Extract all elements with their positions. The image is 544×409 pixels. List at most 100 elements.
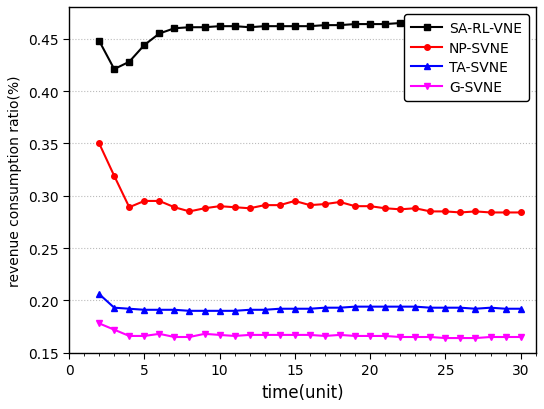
SA-RL-VNE bbox=[276, 25, 283, 29]
SA-RL-VNE bbox=[126, 60, 133, 65]
SA-RL-VNE bbox=[262, 25, 268, 29]
TA-SVNE bbox=[472, 306, 479, 311]
SA-RL-VNE bbox=[352, 22, 358, 27]
TA-SVNE bbox=[457, 306, 463, 310]
TA-SVNE bbox=[231, 309, 238, 314]
G-SVNE bbox=[307, 333, 313, 337]
Legend: SA-RL-VNE, NP-SVNE, TA-SVNE, G-SVNE: SA-RL-VNE, NP-SVNE, TA-SVNE, G-SVNE bbox=[404, 15, 529, 101]
TA-SVNE bbox=[352, 304, 358, 309]
TA-SVNE bbox=[382, 304, 388, 309]
NP-SVNE bbox=[517, 211, 524, 216]
SA-RL-VNE bbox=[442, 20, 449, 25]
SA-RL-VNE bbox=[337, 24, 343, 29]
X-axis label: time(unit): time(unit) bbox=[261, 383, 344, 401]
NP-SVNE bbox=[141, 199, 147, 204]
Line: SA-RL-VNE: SA-RL-VNE bbox=[96, 19, 523, 73]
G-SVNE bbox=[126, 334, 133, 339]
SA-RL-VNE bbox=[517, 20, 524, 25]
SA-RL-VNE bbox=[457, 20, 463, 25]
SA-RL-VNE bbox=[412, 22, 418, 27]
NP-SVNE bbox=[262, 203, 268, 208]
TA-SVNE bbox=[397, 304, 404, 309]
G-SVNE bbox=[367, 334, 373, 339]
SA-RL-VNE bbox=[427, 20, 434, 25]
TA-SVNE bbox=[276, 306, 283, 311]
G-SVNE bbox=[246, 333, 253, 337]
SA-RL-VNE bbox=[171, 27, 178, 31]
TA-SVNE bbox=[307, 306, 313, 311]
NP-SVNE bbox=[322, 202, 328, 207]
NP-SVNE bbox=[171, 205, 178, 210]
TA-SVNE bbox=[186, 309, 193, 314]
G-SVNE bbox=[156, 332, 163, 337]
NP-SVNE bbox=[246, 206, 253, 211]
NP-SVNE bbox=[186, 209, 193, 214]
G-SVNE bbox=[382, 334, 388, 339]
TA-SVNE bbox=[337, 306, 343, 310]
G-SVNE bbox=[171, 335, 178, 339]
NP-SVNE bbox=[96, 142, 102, 146]
NP-SVNE bbox=[487, 211, 494, 216]
TA-SVNE bbox=[246, 308, 253, 312]
G-SVNE bbox=[217, 333, 223, 337]
NP-SVNE bbox=[292, 199, 298, 204]
G-SVNE bbox=[322, 334, 328, 339]
SA-RL-VNE bbox=[322, 24, 328, 29]
G-SVNE bbox=[276, 333, 283, 337]
NP-SVNE bbox=[231, 205, 238, 210]
G-SVNE bbox=[337, 333, 343, 337]
TA-SVNE bbox=[262, 308, 268, 312]
G-SVNE bbox=[201, 332, 208, 337]
NP-SVNE bbox=[276, 203, 283, 208]
NP-SVNE bbox=[442, 209, 449, 214]
G-SVNE bbox=[502, 335, 509, 339]
SA-RL-VNE bbox=[397, 22, 404, 27]
G-SVNE bbox=[457, 336, 463, 341]
NP-SVNE bbox=[126, 205, 133, 210]
NP-SVNE bbox=[352, 204, 358, 209]
SA-RL-VNE bbox=[231, 25, 238, 29]
TA-SVNE bbox=[141, 308, 147, 312]
TA-SVNE bbox=[367, 304, 373, 309]
SA-RL-VNE bbox=[141, 43, 147, 48]
Line: NP-SVNE: NP-SVNE bbox=[96, 141, 523, 216]
NP-SVNE bbox=[337, 200, 343, 205]
NP-SVNE bbox=[382, 206, 388, 211]
NP-SVNE bbox=[201, 206, 208, 211]
TA-SVNE bbox=[126, 306, 133, 311]
Line: TA-SVNE: TA-SVNE bbox=[96, 292, 523, 314]
TA-SVNE bbox=[171, 308, 178, 312]
TA-SVNE bbox=[201, 309, 208, 314]
NP-SVNE bbox=[502, 211, 509, 216]
G-SVNE bbox=[262, 333, 268, 337]
SA-RL-VNE bbox=[186, 26, 193, 31]
NP-SVNE bbox=[367, 204, 373, 209]
NP-SVNE bbox=[412, 206, 418, 211]
Line: G-SVNE: G-SVNE bbox=[96, 321, 523, 341]
G-SVNE bbox=[442, 336, 449, 341]
SA-RL-VNE bbox=[472, 20, 479, 25]
G-SVNE bbox=[517, 335, 524, 339]
G-SVNE bbox=[292, 333, 298, 337]
TA-SVNE bbox=[156, 308, 163, 312]
NP-SVNE bbox=[307, 203, 313, 208]
NP-SVNE bbox=[156, 199, 163, 204]
G-SVNE bbox=[472, 336, 479, 341]
G-SVNE bbox=[141, 334, 147, 339]
NP-SVNE bbox=[457, 211, 463, 216]
SA-RL-VNE bbox=[96, 39, 102, 44]
G-SVNE bbox=[487, 335, 494, 339]
SA-RL-VNE bbox=[246, 26, 253, 31]
TA-SVNE bbox=[322, 306, 328, 310]
SA-RL-VNE bbox=[382, 22, 388, 27]
NP-SVNE bbox=[397, 207, 404, 212]
G-SVNE bbox=[352, 334, 358, 339]
TA-SVNE bbox=[427, 306, 434, 310]
NP-SVNE bbox=[472, 209, 479, 214]
NP-SVNE bbox=[217, 204, 223, 209]
TA-SVNE bbox=[292, 306, 298, 311]
G-SVNE bbox=[111, 328, 118, 333]
G-SVNE bbox=[397, 335, 404, 339]
G-SVNE bbox=[231, 334, 238, 339]
TA-SVNE bbox=[96, 292, 102, 297]
